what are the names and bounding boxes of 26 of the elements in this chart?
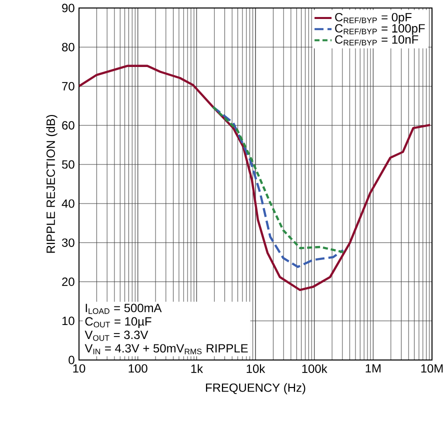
y-tick-label: 50 [62,160,74,169]
x-tick-label: 100k [302,364,328,373]
y-axis-title: RIPPLE REJECTION (dB) [46,115,58,253]
y-tick-label: 10 [62,316,74,326]
y-tick-label: 90 [62,4,74,12]
x-tick-label: 100 [128,364,148,373]
y-tick-label: 60 [62,121,74,130]
annotation: C$_{OUT}$ = 10µF [85,317,152,328]
y-tick-label: 20 [62,278,74,286]
y-tick-label: 70 [62,82,74,90]
x-tick-label: 1M [366,364,380,372]
y-tick-label: 80 [62,42,74,52]
annotation: V$_{OUT}$ = 3.3V [84,330,148,341]
y-tick-label: 0 [68,356,74,364]
annotation: I$_{LOAD}$ = 500mA [86,304,162,314]
x-tick-label: 10M [421,364,443,373]
legend-label: C$_{REF/BYP}$ = 10nF [335,35,418,46]
annotation: V$_{IN}$ = 4.3V + 50mV$_{RMS}$ RIPPLE [84,344,248,354]
y-tick-label: 30 [62,238,74,247]
x-tick-label: 1k [191,364,204,373]
x-tick-label: 10k [246,364,266,373]
x-axis-title: FREQUENCY (Hz) [206,383,306,394]
x-tick-label: 10 [73,364,86,373]
legend-label: C$_{REF/BYP}$ = 100pF [335,24,425,35]
legend-label: C$_{REF/BYP}$ = 0pF [335,12,412,24]
y-tick-label: 40 [62,199,74,208]
